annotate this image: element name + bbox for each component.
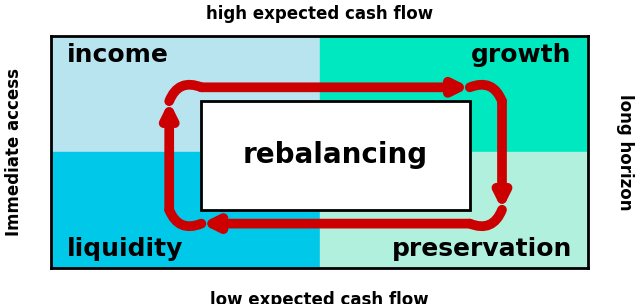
Text: high expected cash flow: high expected cash flow <box>206 5 433 22</box>
FancyArrowPatch shape <box>470 210 502 226</box>
Text: low expected cash flow: low expected cash flow <box>210 291 429 304</box>
Text: rebalancing: rebalancing <box>243 141 428 169</box>
Bar <box>320 36 588 152</box>
Bar <box>51 36 320 152</box>
Text: Immediate access: Immediate access <box>4 68 22 236</box>
FancyArrowPatch shape <box>470 85 502 101</box>
Text: liquidity: liquidity <box>67 237 183 261</box>
Text: long horizon: long horizon <box>617 94 635 210</box>
FancyArrowPatch shape <box>201 82 459 93</box>
FancyArrowPatch shape <box>497 101 507 199</box>
Bar <box>51 152 320 268</box>
Text: income: income <box>67 43 169 67</box>
FancyArrowPatch shape <box>169 85 201 101</box>
Bar <box>320 152 588 268</box>
FancyBboxPatch shape <box>201 101 470 210</box>
Text: preservation: preservation <box>392 237 572 261</box>
FancyArrowPatch shape <box>212 218 470 229</box>
FancyArrowPatch shape <box>164 112 174 210</box>
Text: growth: growth <box>472 43 572 67</box>
FancyArrowPatch shape <box>169 210 201 226</box>
